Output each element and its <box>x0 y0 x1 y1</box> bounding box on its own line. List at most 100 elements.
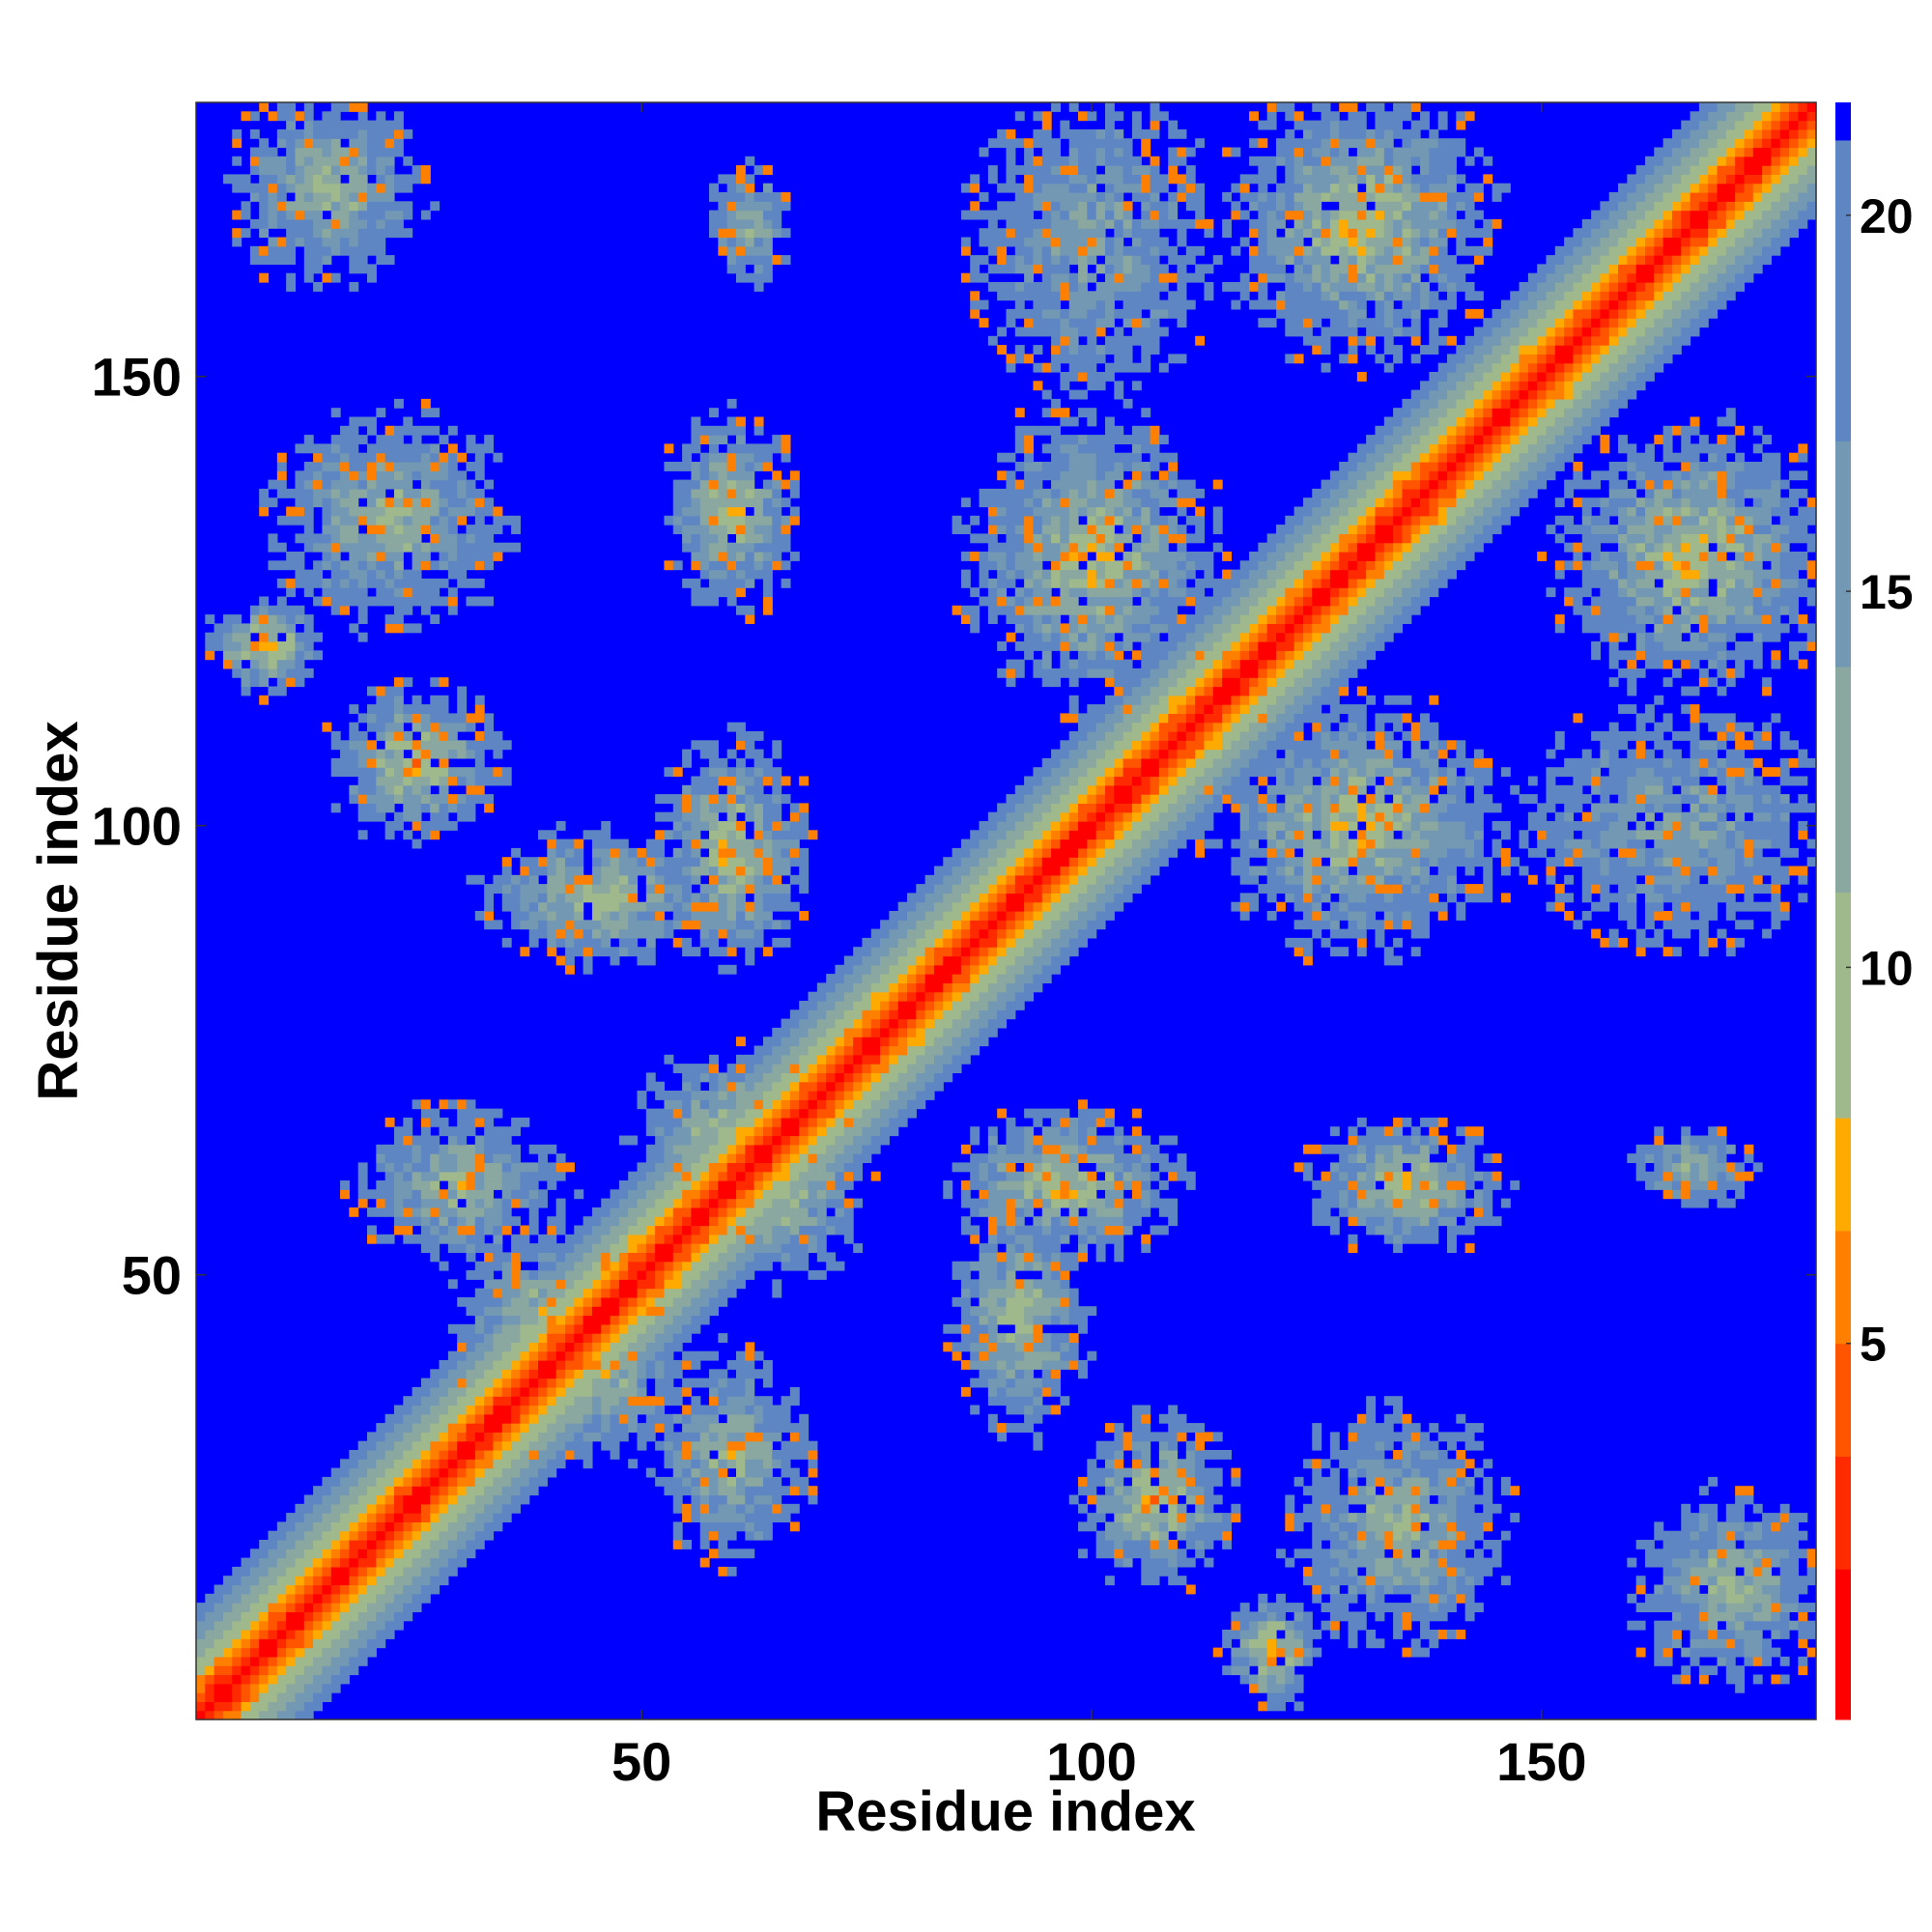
heatmap-cell <box>664 1296 674 1307</box>
heatmap-cell <box>843 1117 854 1127</box>
heatmap-cell <box>843 1091 854 1100</box>
heatmap-cell <box>709 578 719 588</box>
heatmap-cell <box>439 1513 449 1522</box>
heatmap-cell <box>699 794 710 804</box>
heatmap-cell <box>960 866 971 876</box>
heatmap-cell <box>664 515 674 526</box>
heatmap-cell <box>709 1503 719 1514</box>
heatmap-cell <box>474 1108 485 1119</box>
heatmap-cell <box>474 1306 485 1317</box>
heatmap-cell <box>987 982 998 993</box>
heatmap-cell <box>664 811 674 822</box>
heatmap-cell <box>493 920 503 930</box>
heatmap-cell <box>474 911 485 921</box>
heatmap-cell <box>970 1001 980 1010</box>
heatmap-cell <box>313 488 324 498</box>
heatmap-cell <box>979 210 989 220</box>
heatmap-cell <box>726 192 737 202</box>
heatmap-cell <box>924 928 935 939</box>
heatmap-cell <box>610 1270 620 1280</box>
heatmap-cell <box>718 533 728 544</box>
heatmap-cell <box>520 1386 530 1397</box>
heatmap-cell <box>808 1216 818 1227</box>
heatmap-cell <box>330 272 341 283</box>
heatmap-cell <box>457 704 468 714</box>
heatmap-cell <box>808 1117 818 1127</box>
heatmap-cell <box>574 1396 584 1406</box>
heatmap-cell <box>393 210 404 220</box>
heatmap-cell <box>816 1243 827 1253</box>
heatmap-cell <box>907 1054 917 1065</box>
heatmap-cell <box>960 1306 971 1317</box>
heatmap-cell <box>618 1342 629 1352</box>
heatmap-cell <box>286 605 297 615</box>
heatmap-cell <box>960 964 971 975</box>
heatmap-cell <box>276 542 287 553</box>
heatmap-cell <box>753 857 764 867</box>
heatmap-cell <box>447 1360 458 1370</box>
heatmap-cell <box>808 1045 818 1056</box>
heatmap-cell <box>672 1243 683 1253</box>
heatmap-cell <box>691 1440 701 1451</box>
heatmap-cell <box>591 1225 602 1236</box>
heatmap-cell <box>709 847 719 858</box>
heatmap-cell <box>637 1360 647 1370</box>
heatmap-cell <box>997 1009 1008 1020</box>
heatmap-cell <box>295 641 305 651</box>
heatmap-cell <box>808 1171 818 1181</box>
heatmap-cell <box>718 1153 728 1163</box>
heatmap-cell <box>835 1099 845 1110</box>
heatmap-cell <box>655 1162 666 1173</box>
heatmap-cell <box>501 857 512 867</box>
heatmap-cell <box>582 1396 593 1406</box>
heatmap-cell <box>367 1521 377 1532</box>
heatmap-cell <box>349 255 359 265</box>
heatmap-cell <box>682 497 693 508</box>
heatmap-cell <box>664 1486 674 1496</box>
heatmap-cell <box>762 1521 773 1532</box>
heatmap-cell <box>762 237 773 247</box>
heatmap-cell <box>591 1333 602 1343</box>
heatmap-cell <box>628 884 639 894</box>
heatmap-cell <box>357 731 368 741</box>
heatmap-cell <box>376 192 386 202</box>
heatmap-cell <box>753 928 764 939</box>
heatmap-cell <box>897 1001 908 1010</box>
heatmap-cell <box>726 1360 737 1370</box>
heatmap-cell <box>340 1584 350 1595</box>
heatmap-cell <box>367 1593 377 1604</box>
heatmap-cell <box>753 1234 764 1244</box>
heatmap-cell <box>384 1593 395 1604</box>
heatmap-cell <box>313 165 324 175</box>
heatmap-cell <box>582 1252 593 1263</box>
heatmap-cell <box>384 1423 395 1433</box>
heatmap-cell <box>952 1261 962 1271</box>
heatmap-cell <box>474 1117 485 1127</box>
heatmap-cell <box>745 1396 755 1406</box>
heatmap-cell <box>781 821 791 831</box>
heatmap-cell <box>979 147 989 157</box>
heatmap-cell <box>493 1252 503 1263</box>
heatmap-cell <box>645 893 656 903</box>
heatmap-cell <box>384 1503 395 1514</box>
heatmap-cell <box>420 1432 431 1442</box>
heatmap-cell <box>286 174 297 185</box>
heatmap-cell <box>672 1476 683 1487</box>
heatmap-cell <box>330 452 341 463</box>
heatmap-cell <box>303 111 314 122</box>
heatmap-cell <box>232 1630 242 1639</box>
heatmap-cell <box>484 1450 495 1460</box>
heatmap-cell <box>745 614 755 624</box>
heatmap-cell <box>466 578 476 588</box>
heatmap-cell <box>501 1396 512 1406</box>
heatmap-cell <box>555 901 566 912</box>
heatmap-cell <box>672 1530 683 1541</box>
heatmap-cell <box>313 282 324 292</box>
heatmap-cell <box>907 1099 917 1110</box>
heatmap-cell <box>691 1486 701 1496</box>
heatmap-cell <box>286 1710 297 1720</box>
heatmap-cell <box>997 1162 1008 1173</box>
heatmap-cell <box>709 811 719 822</box>
heatmap-cell <box>493 1315 503 1325</box>
heatmap-cell <box>330 1665 341 1676</box>
